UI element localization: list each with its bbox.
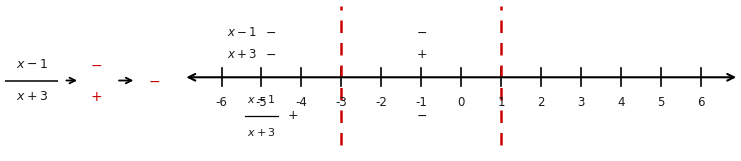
Text: 0: 0 — [458, 96, 465, 109]
Text: $x-1$: $x-1$ — [227, 26, 257, 39]
Text: $x+3$: $x+3$ — [247, 126, 276, 138]
Text: -1: -1 — [416, 96, 428, 109]
Text: $-$: $-$ — [265, 48, 276, 61]
Text: $+$: $+$ — [416, 48, 427, 61]
Text: $+$: $+$ — [90, 90, 102, 104]
Text: 5: 5 — [657, 96, 665, 109]
Text: $x-1$: $x-1$ — [247, 93, 276, 105]
Text: 6: 6 — [697, 96, 705, 109]
Text: $x+3$: $x+3$ — [16, 90, 47, 103]
Text: 1: 1 — [497, 96, 505, 109]
Text: $-$: $-$ — [416, 26, 427, 39]
Text: 3: 3 — [577, 96, 585, 109]
Text: -4: -4 — [296, 96, 308, 109]
Text: -5: -5 — [256, 96, 268, 109]
Text: 4: 4 — [617, 96, 625, 109]
Text: $-$: $-$ — [265, 26, 276, 39]
Text: $-$: $-$ — [416, 109, 427, 122]
Text: $+$: $+$ — [287, 109, 299, 122]
Text: $-$: $-$ — [90, 57, 102, 71]
Text: $x-1$: $x-1$ — [16, 58, 47, 71]
Text: -3: -3 — [336, 96, 348, 109]
Text: -2: -2 — [376, 96, 388, 109]
Text: $x+3$: $x+3$ — [227, 48, 257, 61]
Text: 2: 2 — [537, 96, 545, 109]
Text: $-$: $-$ — [148, 74, 160, 87]
Text: -6: -6 — [216, 96, 227, 109]
